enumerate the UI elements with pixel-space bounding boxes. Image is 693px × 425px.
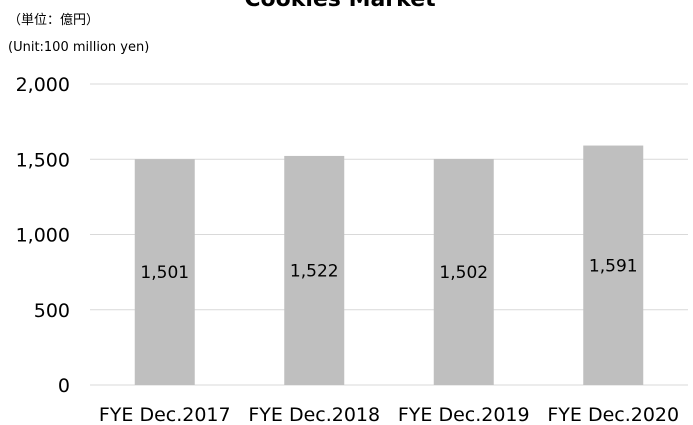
data-label: 1,591 [589, 256, 638, 276]
data-label: 1,501 [140, 263, 189, 283]
bars [134, 145, 644, 385]
y-tick-label: 0 [58, 375, 70, 397]
bar [134, 159, 195, 385]
chart-title: Cookies Market [244, 0, 436, 12]
unit-label-japanese: （単位：億円） [8, 12, 99, 28]
bar [433, 158, 494, 385]
data-label: 1,522 [290, 261, 339, 281]
y-tick-label: 1,000 [16, 225, 70, 247]
y-tick-label: 500 [34, 300, 70, 322]
y-axis-tick-labels: 0 500 1,000 1,500 2,000 [16, 74, 70, 397]
data-label: 1,502 [439, 263, 488, 283]
y-tick-label: 2,000 [16, 74, 70, 96]
bar [583, 145, 644, 385]
x-tick-label: FYE Dec.2017 [99, 404, 231, 425]
x-tick-label: FYE Dec.2019 [398, 404, 530, 425]
x-tick-label: FYE Dec.2018 [248, 404, 380, 425]
bar [284, 155, 345, 385]
unit-label-english: (Unit:100 million yen) [8, 40, 149, 55]
x-axis-tick-labels: FYE Dec.2017 FYE Dec.2018 FYE Dec.2019 FYE … [99, 404, 679, 425]
x-tick-label: FYE Dec.2020 [547, 404, 679, 425]
data-labels: 1,501 1,522 1,502 1,591 [140, 256, 637, 283]
y-tick-label: 1,500 [16, 149, 70, 171]
